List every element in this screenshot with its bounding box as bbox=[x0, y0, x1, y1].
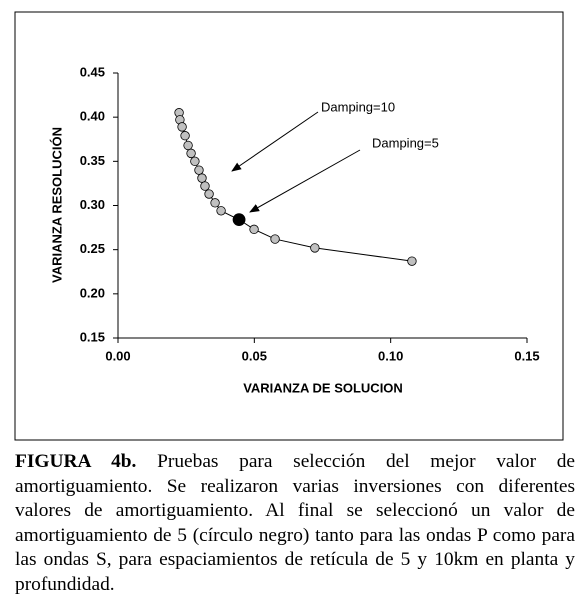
x-axis-label: VARIANZA DE SOLUCION bbox=[243, 380, 403, 395]
annotation: Damping=10 bbox=[321, 99, 395, 114]
annotation-arrow bbox=[231, 111, 319, 172]
point bbox=[180, 131, 190, 141]
y-tick-label: 0.40 bbox=[80, 109, 105, 124]
annotation-arrow bbox=[249, 149, 361, 213]
y-tick-label: 0.35 bbox=[80, 153, 105, 168]
point bbox=[407, 256, 417, 266]
point bbox=[310, 243, 320, 253]
point bbox=[190, 156, 200, 167]
point bbox=[194, 165, 204, 175]
chart-frame bbox=[14, 11, 564, 441]
y-tick-label: 0.30 bbox=[80, 197, 105, 212]
point bbox=[204, 189, 214, 199]
x-tick-label: 0.05 bbox=[242, 348, 267, 363]
point bbox=[249, 224, 259, 235]
chart: VARIANZA DE SOLUCION VARIANZA RESOLUCIÓN… bbox=[14, 11, 564, 441]
caption-label: FIGURA 4b. bbox=[15, 451, 137, 472]
y-tick-label: 0.45 bbox=[80, 64, 105, 79]
y-tick-label: 0.25 bbox=[80, 241, 105, 256]
point bbox=[177, 122, 187, 132]
y-axis-label: VARIANZA RESOLUCIÓN bbox=[49, 127, 64, 283]
highlight-point bbox=[232, 213, 246, 227]
caption-text: Pruebas para selección del mejor valor d… bbox=[15, 451, 575, 595]
point bbox=[186, 148, 196, 159]
x-tick-label: 0.10 bbox=[378, 348, 403, 363]
x-tick-label: 0.15 bbox=[514, 348, 539, 363]
point bbox=[210, 198, 220, 208]
point bbox=[270, 234, 280, 244]
y-tick-label: 0.20 bbox=[80, 285, 105, 300]
point bbox=[200, 181, 210, 191]
point bbox=[183, 140, 193, 151]
point bbox=[216, 206, 226, 216]
x-tick-label: 0.00 bbox=[105, 348, 130, 363]
caption: FIGURA 4b. Pruebas para selección del me… bbox=[15, 450, 575, 597]
annotation: Damping=5 bbox=[372, 135, 439, 150]
point bbox=[197, 173, 207, 183]
y-tick-label: 0.15 bbox=[80, 329, 105, 344]
